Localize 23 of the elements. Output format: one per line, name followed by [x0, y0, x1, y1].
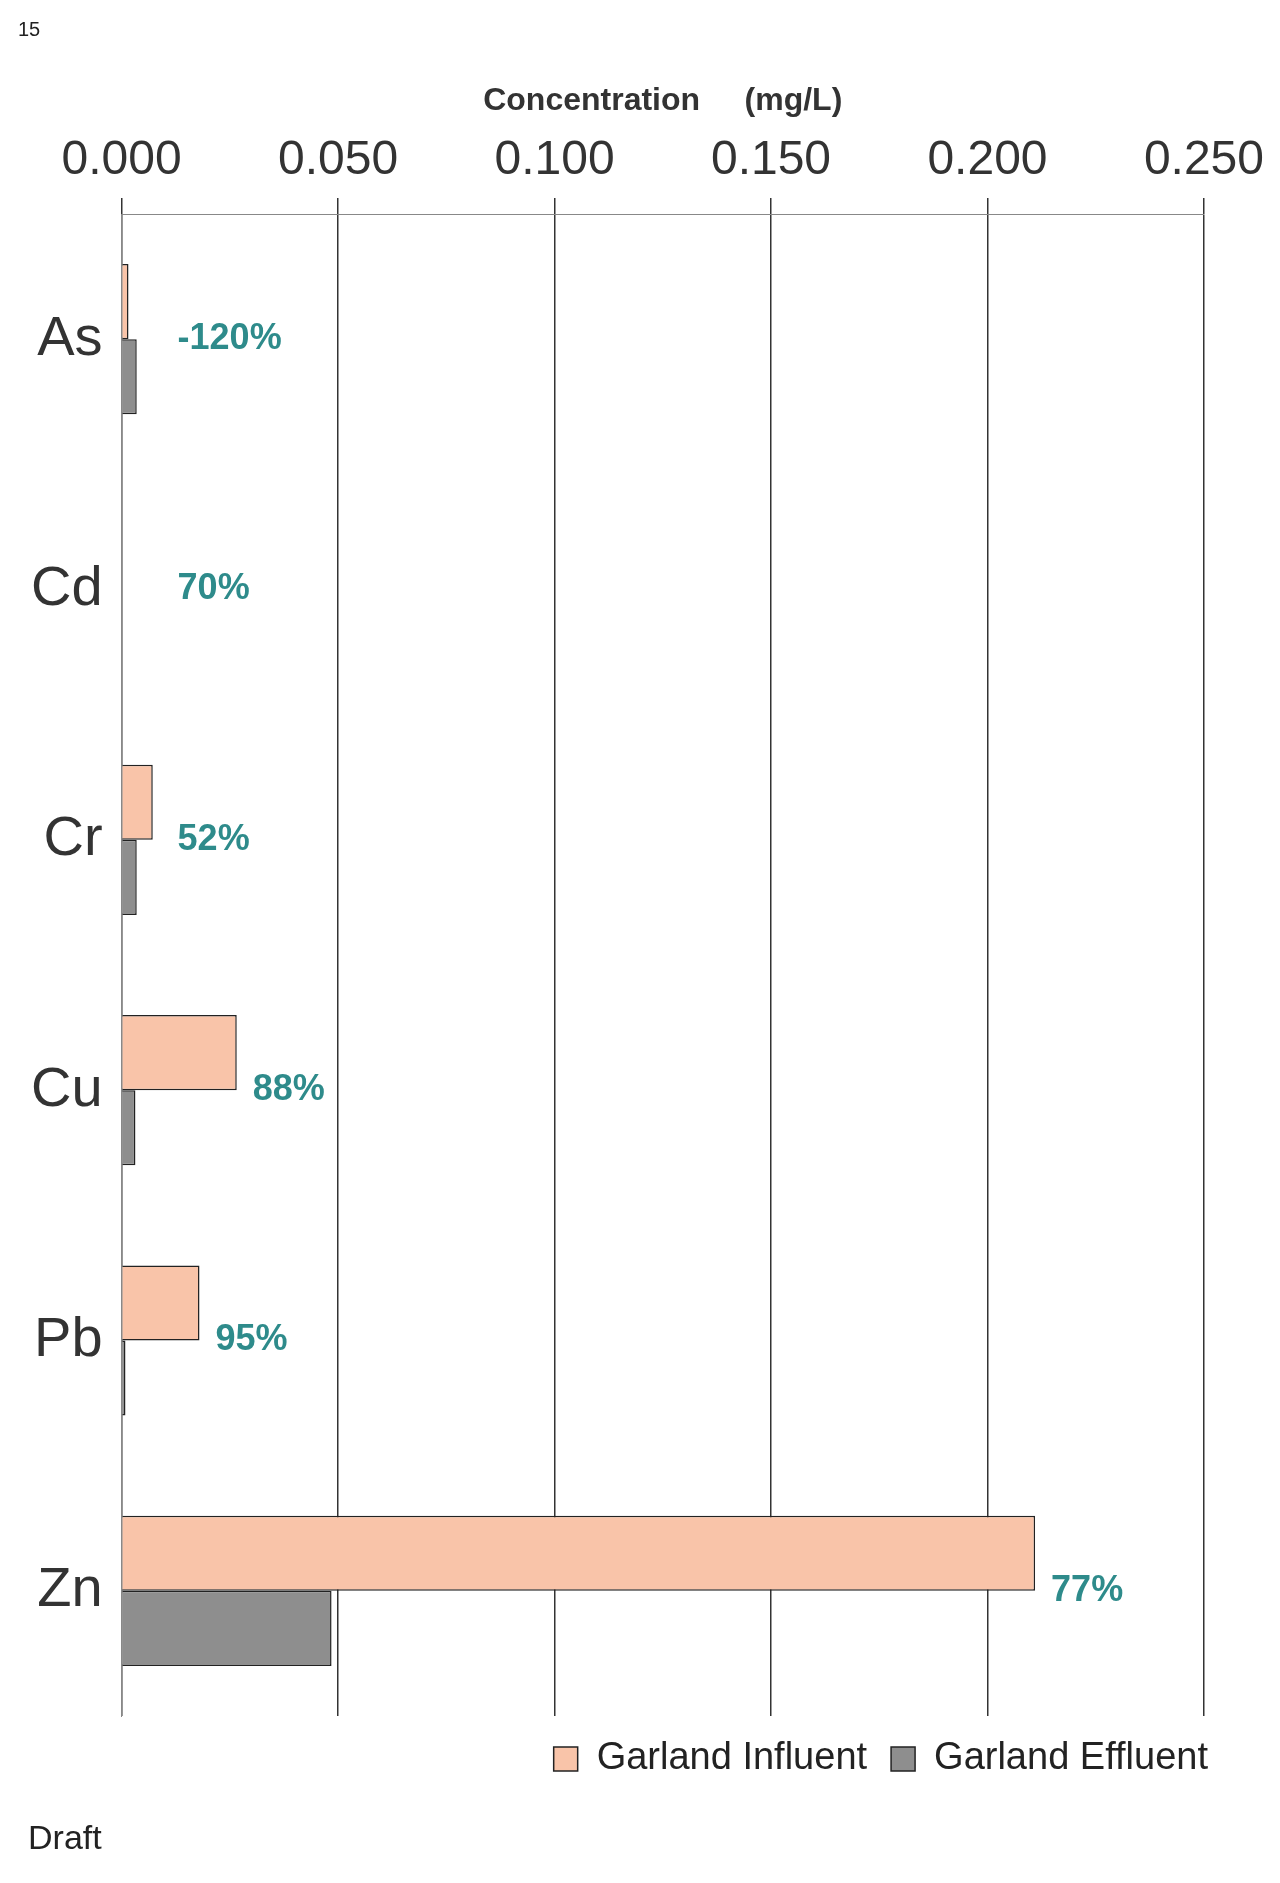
- x-tick-label: 0.150: [710, 131, 832, 185]
- y-tick-label: Cu: [30, 1054, 103, 1118]
- text: 15: [18, 18, 41, 41]
- x-tick-label: 0.050: [277, 131, 399, 185]
- y-tick-label: Pb: [34, 1304, 103, 1368]
- x-axis-title: Concentration (mg/L): [483, 81, 843, 118]
- legend-label: Garland Influent: [596, 1735, 868, 1778]
- y-tick-label: Cd: [30, 553, 103, 617]
- x-tick-label: 0.250: [1143, 131, 1264, 185]
- annotation: -120%: [177, 316, 282, 358]
- x-tick-label: 0.100: [494, 131, 615, 185]
- annotation: 77%: [1051, 1567, 1124, 1609]
- x-tick-label: 0.000: [61, 131, 182, 185]
- y-tick-label: Zn: [37, 1555, 103, 1619]
- x-tick-label: 0.200: [927, 131, 1048, 185]
- annotation: 52%: [177, 816, 250, 858]
- annotation: 88%: [252, 1067, 325, 1109]
- y-tick-label: As: [37, 303, 103, 367]
- annotation: 95%: [215, 1317, 288, 1359]
- legend-label: Garland Effluent: [934, 1735, 1209, 1778]
- y-tick-label: Cr: [43, 804, 103, 868]
- text: Draft: [28, 1818, 102, 1857]
- annotation: 70%: [177, 566, 250, 608]
